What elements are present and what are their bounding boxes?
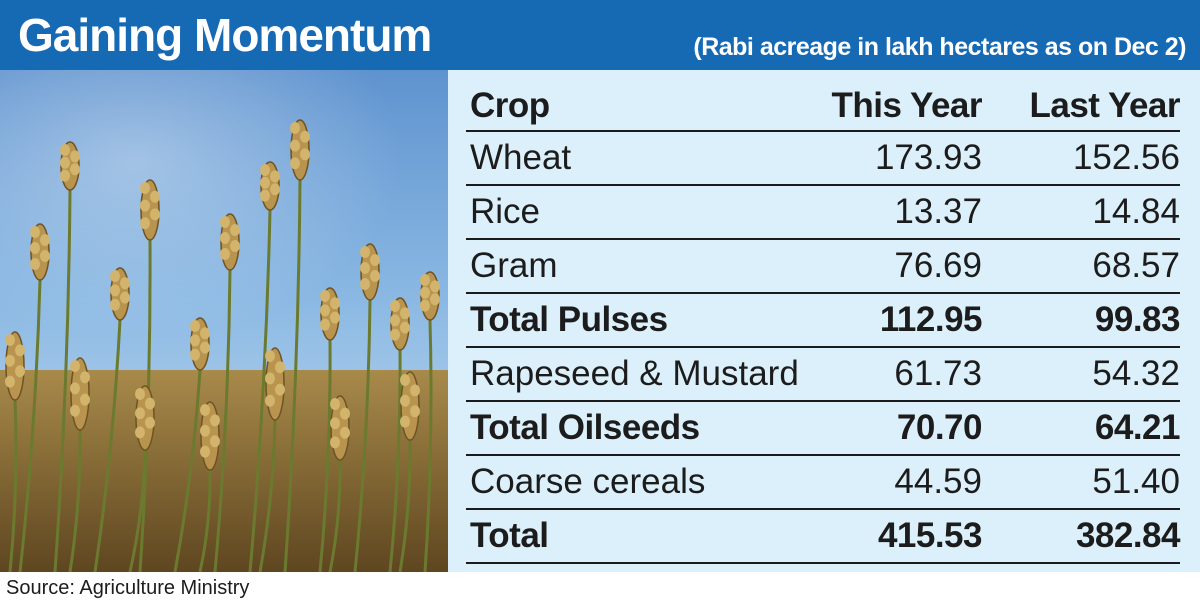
cell-last-year: 64.21: [1094, 408, 1181, 447]
table-row: Wheat 173.93 152.56: [466, 132, 1180, 186]
header-bar: Gaining Momentum (Rabi acreage in lakh h…: [0, 0, 1200, 70]
page-title: Gaining Momentum: [18, 9, 432, 61]
cell-crop: Coarse cereals: [470, 462, 706, 501]
cell-this-year: 112.95: [879, 300, 983, 339]
table-body: Crop This Year Last Year Wheat 173.93 152.…: [466, 82, 1181, 564]
table-row: Rice 13.37 14.84: [466, 186, 1180, 240]
table-row: Total Oilseeds 70.70 64.21: [466, 402, 1181, 456]
cell-last-year: 14.84: [1092, 192, 1180, 231]
cell-last-year: 54.32: [1092, 354, 1180, 393]
cell-crop: Gram: [470, 246, 558, 285]
cell-last-year: 99.83: [1094, 300, 1181, 339]
cell-crop: Rice: [470, 192, 541, 231]
column-header-last-year: Last Year: [1029, 86, 1180, 125]
column-header-this-year: This Year: [831, 86, 982, 125]
wheat-ears: [5, 119, 440, 471]
cell-this-year: 13.37: [894, 192, 982, 231]
cell-last-year: 152.56: [1072, 138, 1180, 177]
cell-this-year: 70.70: [896, 408, 983, 447]
cell-crop: Wheat: [470, 138, 572, 177]
column-header-crop: Crop: [470, 86, 550, 125]
cell-crop: Total Pulses: [470, 300, 668, 339]
cell-this-year: 44.59: [894, 462, 982, 501]
cell-last-year: 382.84: [1075, 516, 1181, 555]
cell-this-year: 76.69: [894, 246, 982, 285]
cell-this-year: 61.73: [894, 354, 982, 393]
table-row: Total 415.53 382.84: [466, 510, 1181, 564]
source-note: Source: Agriculture Ministry: [6, 577, 250, 599]
wheat-field-photo: [0, 70, 448, 572]
table-row: Gram 76.69 68.57: [466, 240, 1180, 294]
cell-last-year: 68.57: [1092, 246, 1180, 285]
table-row: Total Pulses 112.95 99.83: [466, 294, 1181, 348]
acreage-table: Crop This Year Last Year Wheat 173.93 152.…: [448, 70, 1200, 572]
page-subtitle: (Rabi acreage in lakh hectares as on Dec…: [693, 33, 1186, 61]
cell-last-year: 51.40: [1092, 462, 1180, 501]
cell-crop: Total: [470, 516, 549, 555]
table-row: Coarse cereals 44.59 51.40: [466, 456, 1180, 510]
table-header-row: Crop This Year Last Year: [466, 82, 1181, 132]
cell-crop: Rapeseed & Mustard: [470, 354, 799, 393]
table-row: Rapeseed & Mustard 61.73 54.32: [466, 348, 1180, 402]
cell-this-year: 415.53: [877, 516, 983, 555]
cell-crop: Total Oilseeds: [470, 408, 700, 447]
cell-this-year: 173.93: [874, 138, 982, 177]
